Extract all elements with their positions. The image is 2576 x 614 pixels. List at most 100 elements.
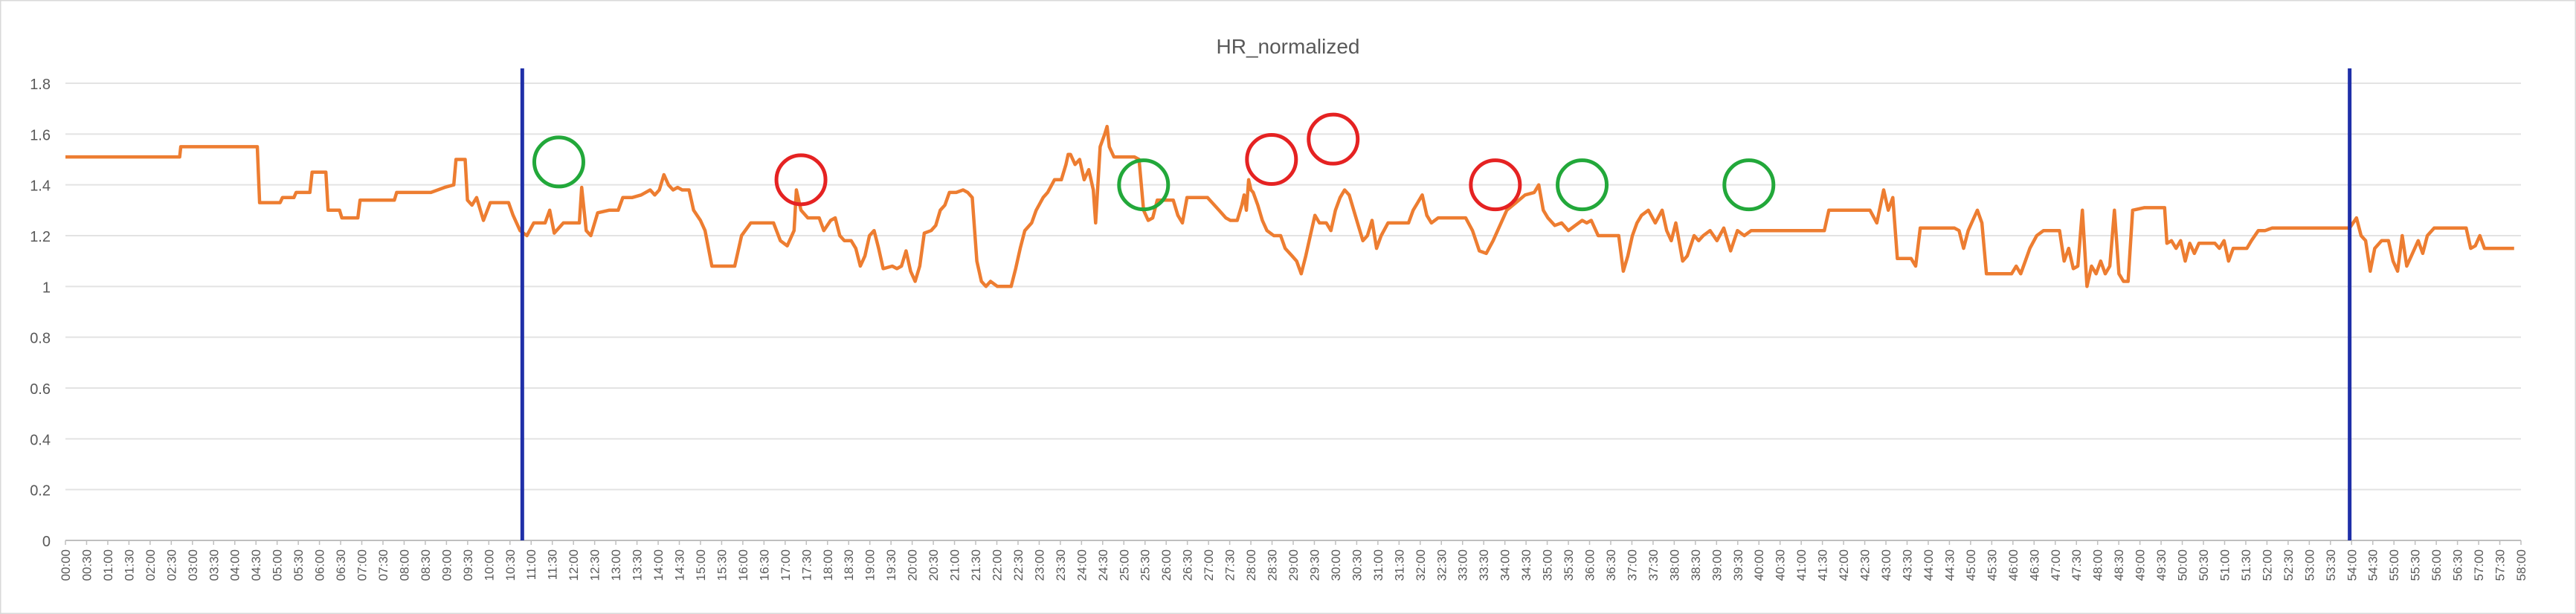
x-tick-label: 39:30: [1731, 549, 1745, 581]
x-tick-label: 43:30: [1901, 549, 1915, 581]
x-tick-label: 10:30: [503, 549, 518, 581]
x-tick-label: 48:30: [2112, 549, 2126, 581]
vertical-markers: [520, 68, 2352, 540]
x-tick-label: 22:30: [1011, 549, 1025, 581]
annotation-circle: [1245, 133, 1298, 186]
x-tick-label: 40:00: [1752, 549, 1766, 581]
x-tick-label: 11:00: [524, 549, 538, 580]
x-tick-label: 03:00: [186, 549, 200, 581]
x-tick-label: 30:30: [1350, 549, 1364, 581]
y-axis-tick-labels: 0 0.2 0.4 0.6 0.8 1 1.2 1.4 1.6 1.8: [30, 77, 51, 550]
x-tick-label: 13:00: [609, 549, 623, 581]
annotation-circle: [532, 135, 585, 189]
x-tick-label: 45:30: [1985, 549, 1999, 581]
annotation-circle: [774, 153, 828, 207]
x-tick-label: 37:00: [1625, 549, 1639, 581]
x-tick-label: 23:00: [1032, 549, 1046, 581]
gridlines: [65, 83, 2522, 545]
x-tick-label: 33:30: [1477, 549, 1491, 581]
x-tick-label: 33:00: [1456, 549, 1470, 581]
y-tick-label: 0.4: [30, 432, 51, 448]
x-tick-label: 01:00: [101, 549, 115, 581]
x-tick-label: 44:30: [1942, 549, 1957, 581]
x-tick-label: 53:30: [2324, 549, 2338, 581]
x-tick-label: 25:30: [1139, 549, 1153, 581]
y-tick-label: 0.6: [30, 381, 51, 398]
x-tick-label: 35:30: [1562, 549, 1576, 581]
x-tick-label: 29:00: [1287, 549, 1301, 581]
x-tick-label: 09:30: [461, 549, 475, 581]
annotation-circle: [1722, 158, 1776, 212]
x-tick-label: 42:00: [1837, 549, 1851, 581]
y-tick-label: 1.2: [30, 229, 51, 245]
x-tick-label: 08:30: [419, 549, 433, 581]
x-tick-label: 15:00: [694, 549, 708, 581]
x-tick-label: 31:00: [1371, 549, 1385, 581]
y-tick-label: 0: [42, 534, 51, 550]
x-tick-label: 56:30: [2451, 549, 2465, 581]
x-tick-label: 12:00: [567, 549, 581, 581]
circle-annotations: [532, 112, 1776, 212]
x-tick-label: 27:30: [1223, 549, 1237, 581]
x-tick-label: 16:30: [757, 549, 771, 581]
x-tick-label: 00:00: [59, 549, 73, 581]
x-tick-label: 07:00: [355, 549, 370, 581]
x-tick-label: 41:00: [1794, 549, 1809, 581]
x-tick-label: 47:30: [2070, 549, 2084, 581]
x-tick-label: 42:30: [1858, 549, 1873, 581]
x-tick-label: 34:30: [1519, 549, 1533, 581]
x-tick-label: 20:00: [906, 549, 920, 581]
x-tick-label: 49:00: [2134, 549, 2148, 581]
x-tick-label: 27:00: [1202, 549, 1216, 581]
x-tick-label: 39:00: [1710, 549, 1724, 581]
annotation-circle: [1307, 112, 1360, 166]
x-tick-label: 50:00: [2176, 549, 2190, 581]
x-tick-label: 05:30: [292, 549, 306, 581]
x-tick-label: 24:00: [1075, 549, 1089, 581]
x-tick-label: 29:30: [1307, 549, 1321, 581]
x-tick-label: 00:30: [80, 549, 94, 581]
y-tick-label: 1.6: [30, 127, 51, 143]
x-tick-label: 18:30: [842, 549, 856, 581]
x-tick-label: 53:00: [2302, 549, 2316, 581]
y-tick-label: 1.8: [30, 77, 51, 93]
x-tick-label: 04:00: [228, 549, 242, 581]
x-tick-label: 32:30: [1434, 549, 1449, 581]
x-tick-label: 06:00: [313, 549, 327, 581]
x-tick-label: 36:00: [1583, 549, 1597, 581]
x-tick-label: 26:00: [1159, 549, 1173, 581]
x-tick-label: 16:00: [736, 549, 750, 581]
y-tick-label: 0.8: [30, 331, 51, 347]
x-tick-label: 22:00: [990, 549, 1004, 581]
series-layer: [65, 124, 2514, 288]
x-tick-label: 46:00: [2006, 549, 2020, 581]
x-tick-label: 13:30: [631, 549, 645, 581]
x-tick-label: 46:30: [2027, 549, 2041, 581]
x-tick-label: 19:00: [863, 549, 878, 581]
x-tick-label: 21:30: [969, 549, 983, 581]
x-tick-label: 54:30: [2366, 549, 2380, 581]
x-tick-label: 02:30: [164, 549, 178, 581]
x-axis-tick-labels: 00:00 00:30 01:00 01:30 02:00 02:30 03:00 03:30…: [59, 549, 2528, 581]
x-tick-label: 44:00: [1922, 549, 1936, 581]
x-tick-label: 24:30: [1096, 549, 1110, 581]
y-tick-label: 0.2: [30, 483, 51, 500]
x-tick-label: 06:30: [334, 549, 348, 581]
x-tick-label: 23:30: [1054, 549, 1068, 581]
x-tick-label: 41:30: [1816, 549, 1830, 581]
x-tick-label: 03:30: [207, 549, 221, 581]
x-tick-label: 11:30: [546, 549, 560, 580]
x-tick-label: 40:30: [1774, 549, 1788, 581]
x-tick-label: 20:30: [927, 549, 941, 581]
x-tick-label: 55:00: [2387, 549, 2401, 581]
x-tick-label: 28:30: [1266, 549, 1280, 581]
x-tick-label: 10:00: [482, 549, 496, 581]
x-tick-label: 51:30: [2239, 549, 2253, 581]
annotation-circle: [1556, 158, 1609, 212]
x-tick-label: 52:00: [2260, 549, 2274, 581]
x-tick-label: 07:30: [376, 549, 390, 581]
x-tick-label: 12:30: [588, 549, 602, 581]
